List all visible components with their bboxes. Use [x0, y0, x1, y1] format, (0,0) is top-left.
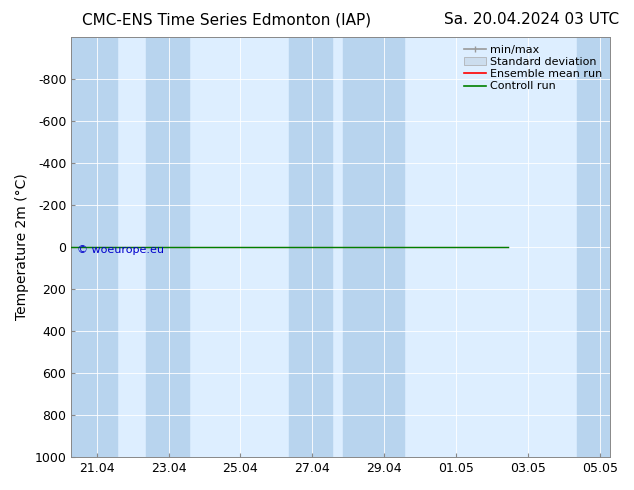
- Bar: [577, 37, 616, 457]
- Y-axis label: Temperature 2m (°C): Temperature 2m (°C): [15, 174, 29, 320]
- Text: CMC-ENS Time Series Edmonton (IAP): CMC-ENS Time Series Edmonton (IAP): [82, 12, 372, 27]
- Legend: min/max, Standard deviation, Ensemble mean run, Controll run: min/max, Standard deviation, Ensemble me…: [462, 43, 605, 94]
- Text: Sa. 20.04.2024 03 UTC: Sa. 20.04.2024 03 UTC: [444, 12, 619, 27]
- Text: © woeurope.eu: © woeurope.eu: [77, 245, 164, 255]
- Bar: [71, 37, 117, 457]
- Bar: [289, 37, 332, 457]
- Bar: [146, 37, 189, 457]
- Bar: [343, 37, 404, 457]
